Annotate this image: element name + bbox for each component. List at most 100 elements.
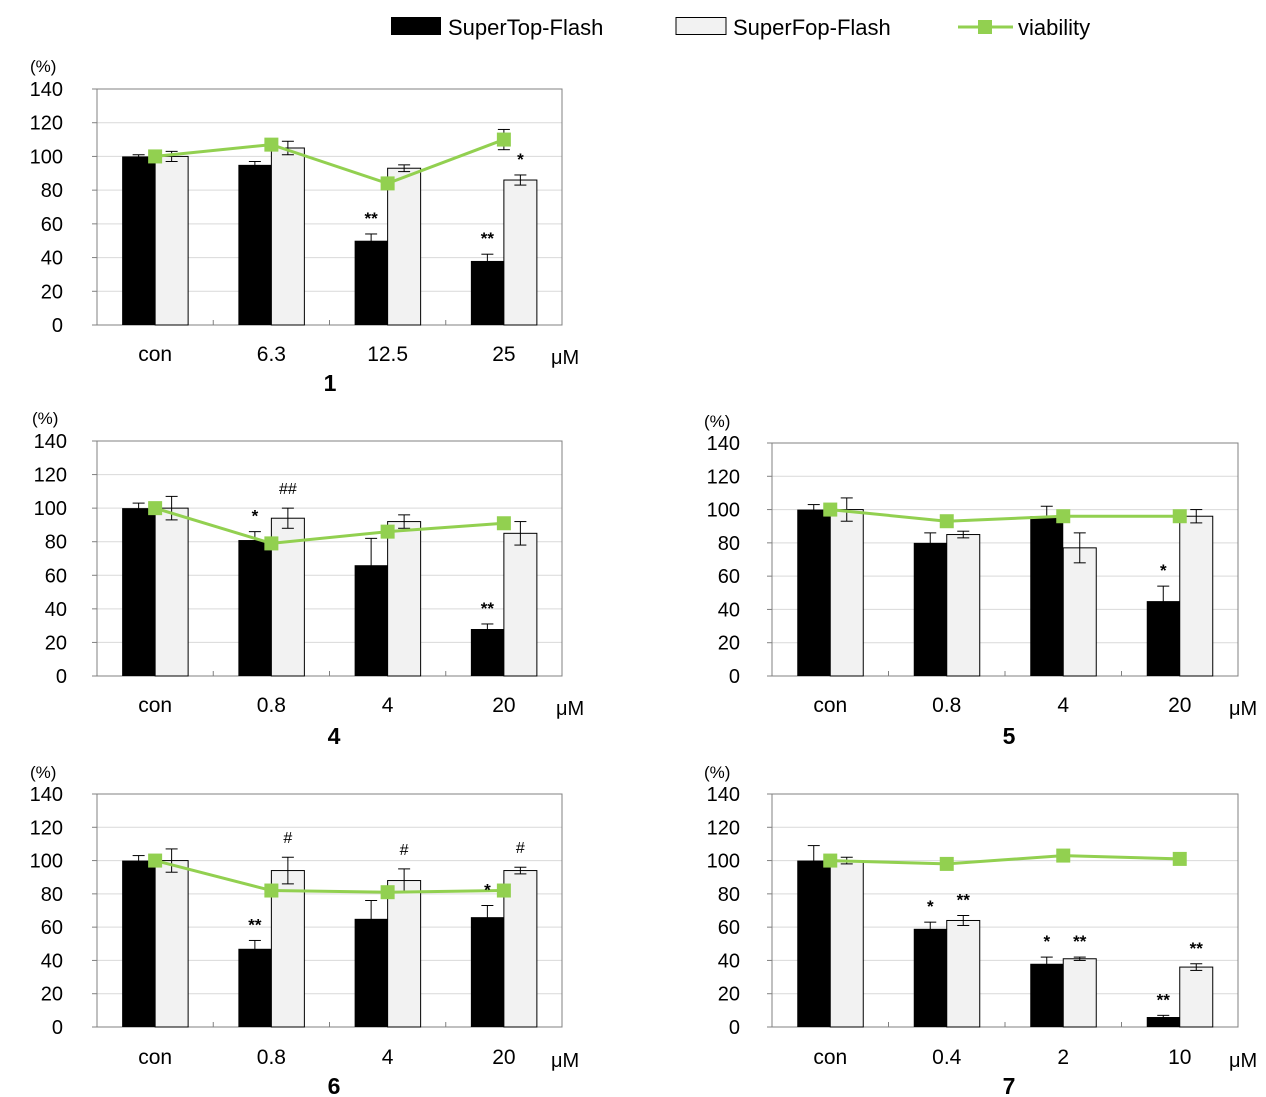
- bar-supertop: [1146, 1017, 1180, 1027]
- bar-superfop: [387, 167, 422, 326]
- x-category-label: 20: [492, 1046, 515, 1069]
- viability-point: [823, 502, 838, 517]
- legend-marker-viability: [978, 20, 992, 34]
- bar-superfop: [154, 155, 189, 326]
- bar-superfop: [1179, 515, 1214, 677]
- panel-label: 1: [324, 370, 337, 396]
- x-category-label: 0.8: [932, 694, 961, 717]
- significance-star: *: [517, 150, 524, 169]
- bar-superfop: [1179, 966, 1214, 1028]
- viability-line: [830, 508, 1180, 523]
- y-tick-label: 120: [34, 465, 67, 487]
- viability-point: [1056, 509, 1071, 524]
- x-category-label: con: [138, 694, 172, 717]
- legend-swatch-superfop: [675, 17, 727, 35]
- y-tick-label: 80: [718, 533, 740, 555]
- viability-point: [148, 501, 163, 516]
- y-axis-label: (%): [704, 763, 730, 782]
- y-tick-label: 40: [718, 599, 740, 621]
- panel-label: 4: [328, 723, 341, 749]
- bar-supertop: [913, 542, 947, 676]
- y-tick-label: 100: [707, 851, 740, 873]
- viability-point: [939, 856, 954, 871]
- viability-line: [154, 506, 504, 545]
- y-tick-label: 0: [52, 315, 63, 337]
- bar-superfop: [946, 534, 981, 677]
- bar-superfop: [154, 507, 189, 677]
- viability-point: [148, 853, 163, 868]
- y-tick-label: 20: [718, 633, 740, 655]
- chart-panel-6: 0 20 40 60 80 100 120 140 (%) con 0.8 4 20 ** # # * # μM 6: [30, 763, 580, 1097]
- y-tick-label: 60: [718, 917, 740, 939]
- x-category-label: con: [138, 343, 172, 366]
- significance-hash: ##: [279, 481, 297, 498]
- y-tick-label: 60: [718, 566, 740, 588]
- y-tick-label: 120: [707, 466, 740, 488]
- y-tick-label: 20: [41, 281, 63, 303]
- bar-superfop: [154, 860, 189, 1028]
- bar-supertop: [797, 509, 831, 676]
- bar-supertop: [354, 240, 388, 325]
- viability-point: [496, 883, 511, 898]
- y-tick-label: 100: [707, 500, 740, 522]
- legend: SuperTop-Flash SuperFop-Flash viability: [391, 15, 1090, 40]
- viability-point: [823, 853, 838, 868]
- bar-supertop: [797, 860, 831, 1027]
- significance-star: **: [481, 599, 495, 618]
- y-tick-label: 0: [729, 666, 740, 688]
- viability-point: [380, 885, 395, 900]
- significance-star: **: [248, 915, 262, 934]
- significance-star: **: [957, 890, 971, 909]
- bar-supertop: [238, 164, 272, 325]
- x-category-label: con: [813, 1046, 847, 1069]
- y-tick-label: 0: [52, 1017, 63, 1039]
- x-category-label: 4: [1057, 694, 1069, 717]
- x-category-label: 0.4: [932, 1046, 962, 1069]
- y-tick-label: 140: [30, 79, 63, 101]
- bar-supertop: [470, 629, 504, 676]
- bar-supertop: [238, 948, 272, 1027]
- y-tick-label: 40: [718, 950, 740, 972]
- viability-line: [154, 859, 504, 894]
- bar-supertop: [1030, 516, 1064, 676]
- viability-point: [380, 176, 395, 191]
- viability-point: [148, 149, 163, 164]
- x-category-label: 6.3: [257, 343, 286, 366]
- bar-supertop: [122, 156, 156, 325]
- bar-supertop: [122, 860, 156, 1027]
- y-tick-label: 80: [41, 884, 63, 906]
- bar-superfop: [946, 919, 981, 1028]
- x-category-label: con: [138, 1046, 172, 1069]
- legend-label-viability: viability: [1018, 15, 1090, 40]
- x-category-label: 10: [1168, 1046, 1191, 1069]
- x-unit-label: μM: [556, 698, 584, 720]
- y-tick-label: 20: [45, 632, 67, 654]
- y-axis-label: (%): [30, 57, 56, 76]
- bar-supertop: [470, 260, 504, 325]
- y-tick-label: 80: [45, 532, 67, 554]
- x-unit-label: μM: [1229, 1050, 1257, 1072]
- significance-star: *: [1160, 561, 1167, 580]
- viability-point: [496, 516, 511, 531]
- x-category-label: 12.5: [367, 343, 408, 366]
- significance-star: **: [481, 229, 495, 248]
- bar-supertop: [470, 917, 504, 1027]
- viability-point: [1172, 851, 1187, 866]
- x-category-label: 20: [492, 694, 515, 717]
- significance-star: *: [1043, 932, 1050, 951]
- x-category-label: con: [813, 694, 847, 717]
- y-tick-label: 80: [41, 180, 63, 202]
- legend-swatch-supertop: [391, 17, 441, 35]
- viability-line: [830, 854, 1180, 866]
- significance-star: **: [365, 209, 379, 228]
- significance-hash: #: [283, 830, 292, 847]
- bar-superfop: [270, 147, 305, 326]
- y-tick-label: 100: [30, 146, 63, 168]
- x-category-label: 4: [382, 694, 394, 717]
- viability-point: [1056, 848, 1071, 863]
- panel-label: 7: [1003, 1073, 1016, 1097]
- y-axis-label: (%): [704, 412, 730, 431]
- x-unit-label: μM: [1229, 698, 1257, 720]
